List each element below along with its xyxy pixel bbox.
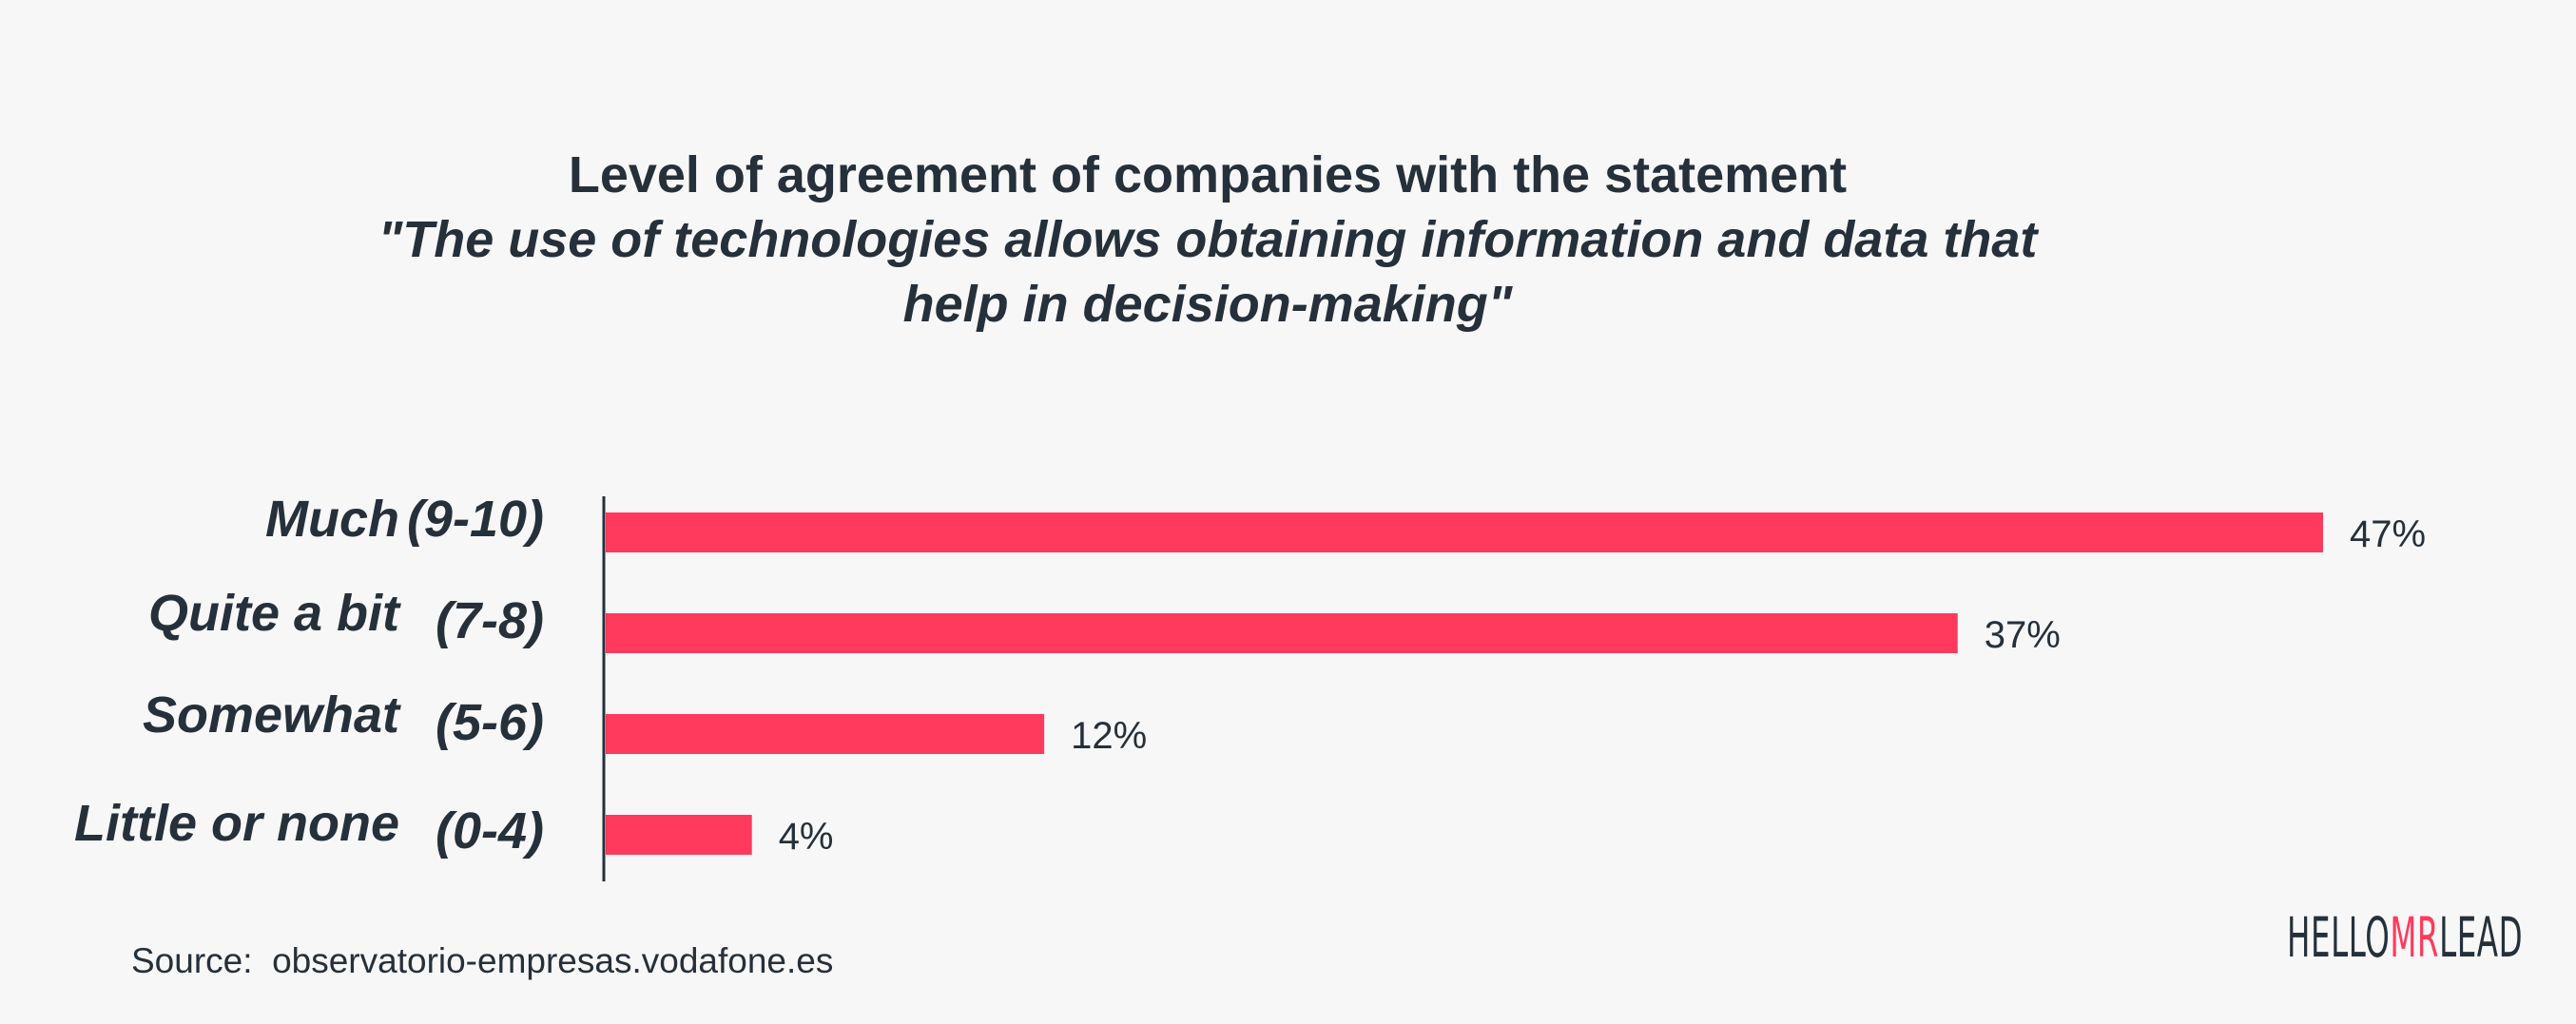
source-url: observatorio-empresas.vodafone.es (272, 941, 834, 980)
bars-group: 47% Much (9-10) 37% Quite a bit (7-8) 12% Somew… (74, 491, 2426, 860)
category-range-3: (0-4) (436, 802, 544, 860)
value-label-3: 4% (779, 816, 834, 858)
category-range-2: (5-6) (436, 694, 544, 751)
bar-2 (606, 714, 1045, 754)
source-note: Source: observatorio-empresas.vodafone.e… (131, 941, 833, 981)
category-range-0: (9-10) (407, 491, 544, 548)
category-label-1: Quite a bit (148, 585, 401, 642)
category-label-0: Much (265, 491, 399, 548)
chart-subtitle-line-1: "The use of technologies allows obtainin… (378, 211, 2038, 268)
chart-title: Level of agreement of companies with the… (568, 146, 1848, 203)
logo-text-left: HELLO (2287, 905, 2391, 970)
category-range-1: (7-8) (436, 592, 544, 649)
hellomrlead-logo: HELLOMRLEAD (2287, 907, 2523, 968)
value-label-0: 47% (2350, 513, 2426, 555)
logo-text-right: LEAD (2439, 905, 2524, 970)
chart-subtitle-line-2: help in decision-making" (902, 276, 1513, 333)
category-label-2: Somewhat (143, 686, 401, 744)
bar-1 (606, 613, 1958, 653)
category-label-3: Little or none (74, 795, 399, 852)
source-label: Source: (131, 941, 253, 980)
bar-3 (606, 815, 752, 855)
value-label-2: 12% (1071, 715, 1147, 757)
logo-text-accent: MR (2390, 905, 2440, 970)
bar-0 (606, 512, 2323, 552)
value-label-1: 37% (1985, 614, 2061, 656)
chart-title-block: Level of agreement of companies with the… (0, 143, 2415, 337)
